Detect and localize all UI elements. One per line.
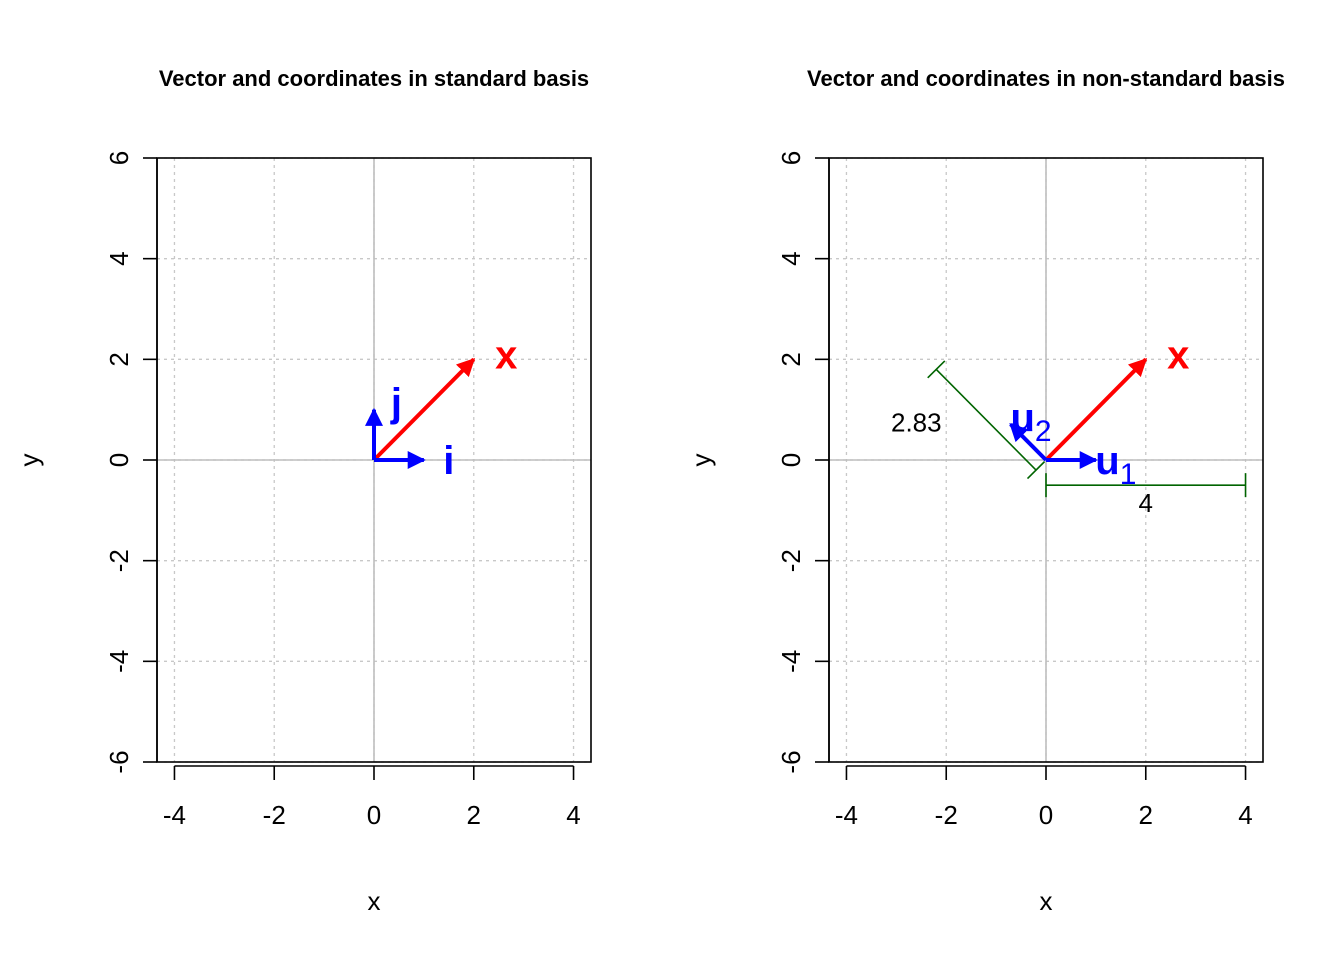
vector-label-x: x [495, 333, 517, 377]
y-tick-label: 4 [104, 251, 134, 265]
y-tick-label: -4 [104, 650, 134, 673]
vectors: x ij [365, 333, 517, 483]
y-tick-label: -2 [776, 549, 806, 572]
vector-label-j: j [390, 381, 402, 425]
x-tick-label: 4 [566, 800, 580, 830]
y-tick-label: -6 [776, 750, 806, 773]
dimension-label: 2.83 [891, 407, 942, 437]
dimension-annotations: 42.83 [891, 360, 1247, 518]
dimension-label: 4 [1139, 488, 1153, 518]
chart-title: Vector and coordinates in non-standard b… [807, 66, 1285, 91]
dimension-end-cap [927, 360, 946, 379]
y-axis: -6 -4 -2 0 2 4 6 [104, 151, 158, 774]
y-tick-label: 0 [776, 453, 806, 467]
x-tick-label: 0 [1039, 800, 1053, 830]
y-tick-label: 6 [104, 151, 134, 165]
x-axis-label: x [1040, 886, 1053, 916]
y-tick-label: -4 [776, 650, 806, 673]
vector-label-u1: u1 [1095, 439, 1136, 491]
panel-non-standard-basis: Vector and coordinates in non-standard b… [686, 66, 1285, 916]
y-axis-label: y [686, 454, 716, 467]
chart-title: Vector and coordinates in standard basis [159, 66, 589, 91]
dimension-end-cap [1026, 461, 1046, 480]
y-tick-label: 0 [104, 453, 134, 467]
vector-label-u2: u2 [1010, 396, 1051, 448]
panel-standard-basis: Vector and coordinates in standard basis… [14, 66, 592, 916]
vector-label-i: i [443, 439, 454, 483]
vector-x [372, 357, 476, 462]
vector-x [1044, 357, 1148, 462]
dimension-line [935, 368, 1037, 471]
y-tick-label: 4 [776, 251, 806, 265]
vectors: x u1 u2 [1009, 333, 1189, 491]
vector-label-x: x [1167, 333, 1189, 377]
x-tick-label: 0 [367, 800, 381, 830]
x-tick-label: -4 [835, 800, 858, 830]
x-tick-label: -2 [263, 800, 286, 830]
y-axis: -6 -4 -2 0 2 4 6 [776, 151, 830, 774]
x-tick-label: 2 [1139, 800, 1153, 830]
vector-u2 [1009, 422, 1048, 462]
x-axis: -4 -2 0 2 4 [163, 765, 581, 830]
y-axis-label: y [14, 454, 44, 467]
x-tick-label: -4 [163, 800, 186, 830]
x-axis: -4 -2 0 2 4 [835, 765, 1253, 830]
x-tick-label: 4 [1238, 800, 1252, 830]
x-tick-label: -2 [935, 800, 958, 830]
x-tick-label: 2 [467, 800, 481, 830]
y-tick-label: -6 [104, 750, 134, 773]
x-axis-label: x [368, 886, 381, 916]
y-tick-label: 6 [776, 151, 806, 165]
y-tick-label: -2 [104, 549, 134, 572]
y-tick-label: 2 [776, 352, 806, 366]
y-tick-label: 2 [104, 352, 134, 366]
